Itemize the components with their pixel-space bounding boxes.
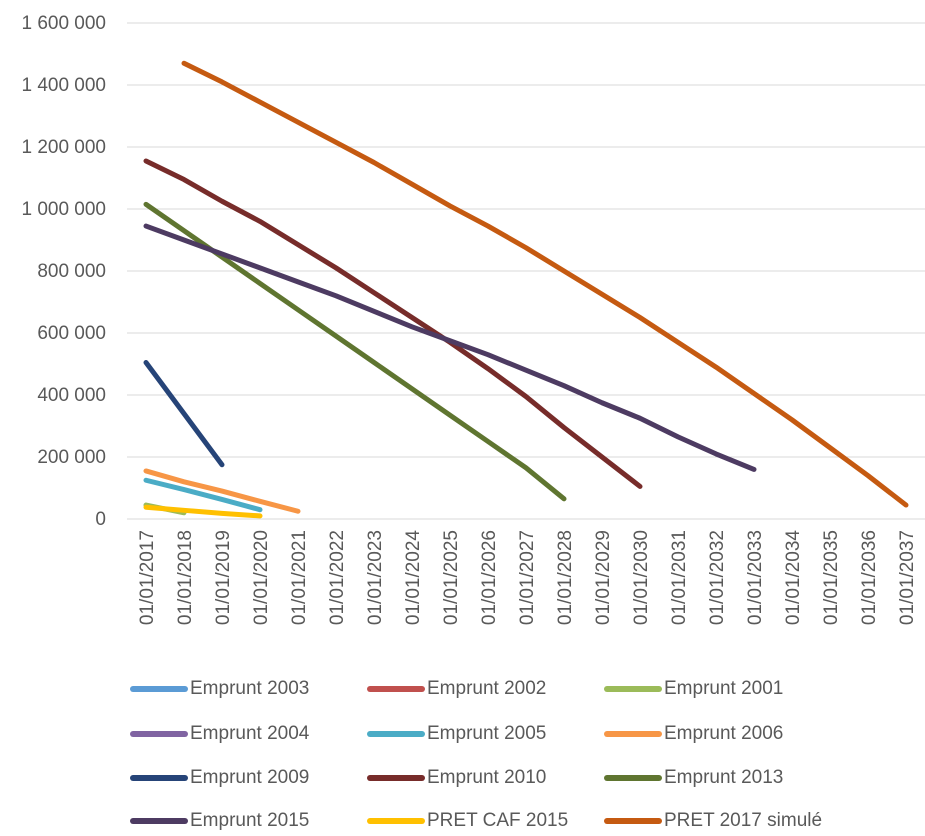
x-tick-label: 01/01/2026 <box>479 530 500 625</box>
legend-label: PRET CAF 2015 <box>427 810 569 831</box>
legend-swatch <box>367 731 425 737</box>
x-tick-label: 01/01/2033 <box>745 530 766 625</box>
legend-label: Emprunt 2002 <box>427 678 547 699</box>
x-axis-tick-labels: 01/01/2017 01/01/2018 01/01/2019 01/01/2020… <box>137 530 918 626</box>
legend-swatch <box>604 775 662 781</box>
legend-swatch <box>604 686 662 692</box>
series-line <box>143 504 263 519</box>
x-tick-label: 01/01/2017 <box>137 530 158 625</box>
legend-label: Emprunt 2003 <box>190 678 310 699</box>
series-line <box>143 158 643 489</box>
legend-swatch <box>604 818 662 824</box>
y-tick-label: 1 600 000 <box>21 13 106 34</box>
x-tick-label: 01/01/2036 <box>859 530 880 625</box>
x-tick-label: 01/01/2023 <box>365 530 386 625</box>
series-line <box>143 468 301 514</box>
y-axis-tick-labels: 0 200 000 400 000 600 000 800 000 1 000 000 1 … <box>21 13 106 530</box>
series-line <box>181 60 909 508</box>
series-line <box>143 477 263 513</box>
y-tick-label: 800 000 <box>37 261 106 282</box>
x-tick-label: 01/01/2021 <box>289 530 310 625</box>
x-tick-label: 01/01/2018 <box>175 530 196 625</box>
legend-item: Emprunt 2010 <box>367 763 546 793</box>
legend-label: Emprunt 2001 <box>664 678 784 699</box>
y-tick-label: 1 000 000 <box>21 199 106 220</box>
legend: Emprunt 2003 Emprunt 2002 Emprunt 2001 E… <box>0 668 925 835</box>
x-tick-label: 01/01/2019 <box>213 530 234 625</box>
x-tick-label: 01/01/2020 <box>251 530 272 625</box>
series-line <box>143 223 757 472</box>
y-tick-label: 0 <box>95 509 106 530</box>
legend-label: Emprunt 2013 <box>664 767 784 788</box>
legend-item: Emprunt 2002 <box>367 674 546 704</box>
legend-swatch <box>367 686 425 692</box>
x-tick-label: 01/01/2028 <box>555 530 576 625</box>
y-tick-label: 1 200 000 <box>21 137 106 158</box>
legend-item: Emprunt 2001 <box>604 674 783 704</box>
legend-swatch <box>604 731 662 737</box>
legend-item: Emprunt 2003 <box>130 674 309 704</box>
legend-label: PRET 2017 simulé <box>664 810 823 831</box>
y-tick-label: 1 400 000 <box>21 75 106 96</box>
series-line <box>143 359 225 468</box>
y-tick-label: 400 000 <box>37 385 106 406</box>
legend-swatch <box>367 775 425 781</box>
x-tick-label: 01/01/2031 <box>669 530 690 625</box>
legend-item: Emprunt 2009 <box>130 763 309 793</box>
legend-label: Emprunt 2009 <box>190 767 310 788</box>
legend-item: PRET 2017 simulé <box>604 806 822 836</box>
x-tick-label: 01/01/2030 <box>631 530 652 625</box>
legend-label: Emprunt 2015 <box>190 810 310 831</box>
line-chart: 0 200 000 400 000 600 000 800 000 1 000 000 1 … <box>21 13 925 626</box>
series-lines <box>143 60 909 519</box>
y-tick-label: 200 000 <box>37 447 106 468</box>
x-tick-label: 01/01/2029 <box>593 530 614 625</box>
legend-label: Emprunt 2010 <box>427 767 547 788</box>
x-tick-label: 01/01/2037 <box>897 530 918 625</box>
legend-swatch <box>367 818 425 824</box>
legend-swatch <box>130 818 188 824</box>
legend-item: Emprunt 2006 <box>604 719 783 749</box>
x-tick-label: 01/01/2035 <box>821 530 842 625</box>
legend-swatch <box>130 686 188 692</box>
x-tick-label: 01/01/2027 <box>517 530 538 625</box>
legend-label: Emprunt 2004 <box>190 723 310 744</box>
x-tick-label: 01/01/2034 <box>783 530 804 626</box>
legend-item: Emprunt 2015 <box>130 806 309 836</box>
x-tick-label: 01/01/2025 <box>441 530 462 625</box>
gridlines <box>127 22 925 520</box>
x-tick-label: 01/01/2022 <box>327 530 348 625</box>
x-tick-label: 01/01/2024 <box>403 530 424 626</box>
legend-item: Emprunt 2005 <box>367 719 546 749</box>
legend-swatch <box>130 731 188 737</box>
y-tick-label: 600 000 <box>37 323 106 344</box>
legend-item: Emprunt 2004 <box>130 719 309 749</box>
x-tick-label: 01/01/2032 <box>707 530 728 625</box>
legend-item: PRET CAF 2015 <box>367 806 568 836</box>
legend-label: Emprunt 2005 <box>427 723 547 744</box>
legend-label: Emprunt 2006 <box>664 723 784 744</box>
legend-item: Emprunt 2013 <box>604 763 783 793</box>
legend-swatch <box>130 775 188 781</box>
